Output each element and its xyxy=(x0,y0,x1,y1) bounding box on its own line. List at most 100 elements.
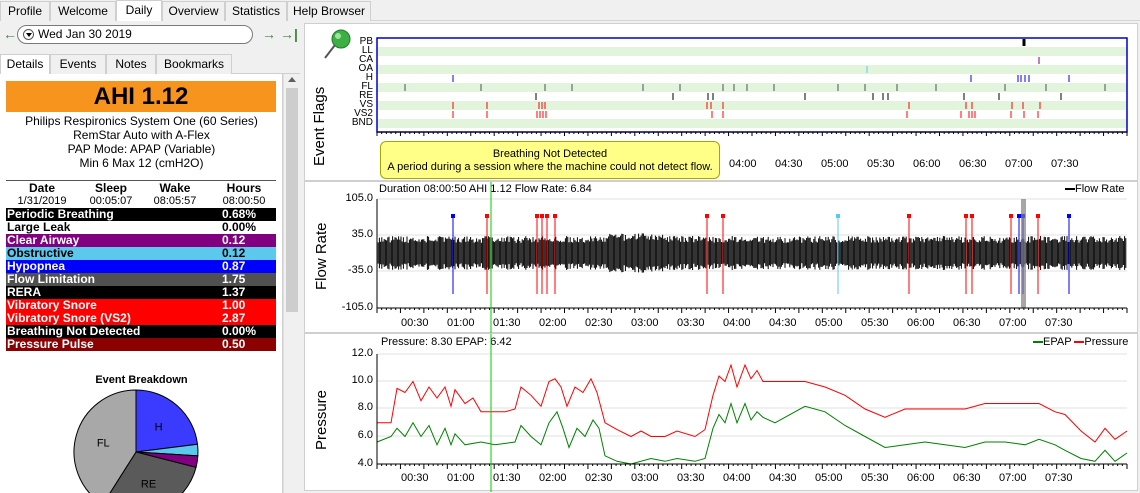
flow-event-marker xyxy=(553,214,557,218)
event-name: Vibratory Snore (VS2) xyxy=(7,311,131,325)
event-row[interactable]: Obstructive 0.12 xyxy=(6,247,276,260)
pressure-range: Min 6 Max 12 (cmH2O) xyxy=(79,156,204,170)
flag-row-band xyxy=(377,83,1127,92)
flow-event-marker xyxy=(1009,214,1013,218)
value-hours: 08:00:50 xyxy=(222,195,266,207)
pressure-x-tick-label: 00:30 xyxy=(401,472,429,484)
event-name: RERA xyxy=(7,285,42,299)
main-tab-bar: Profile Welcome Daily Overview Statistic… xyxy=(0,0,1140,22)
flow-rate-trace xyxy=(376,233,1127,273)
flow-rate-panel: Flow Rate Duration 08:00:50 AHI 1.12 Flo… xyxy=(304,181,1138,334)
event-row[interactable]: Clear Airway 0.12 xyxy=(6,234,276,247)
pressure-y-tick-label: 8.0 xyxy=(357,401,373,413)
event-row[interactable]: Breathing Not Detected 0.00% xyxy=(6,325,276,338)
event-value: 0.12 xyxy=(222,233,246,247)
device-model: RemStar Auto with A-Flex xyxy=(73,128,210,142)
value-sleep: 00:05:07 xyxy=(89,195,133,207)
event-row[interactable]: Hypopnea 0.87 xyxy=(6,260,276,273)
detail-tab-bar: Details Events Notes Bookmarks xyxy=(0,54,300,75)
event-flags-chart xyxy=(376,37,1128,136)
pie-slice-label: H xyxy=(155,421,163,433)
flow-event-marker xyxy=(705,214,709,218)
tab-notes[interactable]: Notes xyxy=(106,54,156,74)
ahi-banner: AHI 1.12 xyxy=(6,81,276,112)
tab-overview[interactable]: Overview xyxy=(162,1,225,21)
flag-row-band xyxy=(377,74,1127,83)
date-picker[interactable]: Wed Jan 30 2019 xyxy=(17,25,253,44)
event-row[interactable]: Vibratory Snore (VS2) 2.87 xyxy=(6,312,276,325)
event-value: 0.12 xyxy=(222,246,246,260)
next-day-arrow-icon[interactable]: → xyxy=(262,26,276,42)
flow-x-tick-label: 01:00 xyxy=(447,317,475,329)
event-value: 0.00% xyxy=(222,220,257,234)
flag-label-re: RE xyxy=(359,90,373,101)
scroll-up-icon[interactable] xyxy=(288,77,296,82)
pressure-x-tick-label: 06:30 xyxy=(953,472,981,484)
event-row[interactable]: Large Leak 0.00% xyxy=(6,221,276,234)
event-row[interactable]: Periodic Breathing 0.68% xyxy=(6,208,276,221)
flow-event-marker xyxy=(964,214,968,218)
flow-event-marker xyxy=(1067,214,1071,218)
event-row[interactable]: RERA 1.37 xyxy=(6,286,276,299)
pressure-y-tick-label: 4.0 xyxy=(357,457,373,469)
event-value: 0.50 xyxy=(222,337,246,351)
prev-day-arrow-icon[interactable]: ← xyxy=(3,26,17,42)
flow-event-marker xyxy=(1036,214,1040,218)
flag-row-band xyxy=(377,38,1127,47)
tooltip-text: A period during a session where the mach… xyxy=(387,161,713,173)
tab-profile[interactable]: Profile xyxy=(0,1,50,21)
session-summary: Date Sleep Wake Hours 1/31/2019 00:05:07… xyxy=(6,180,276,207)
device-name: Philips Respironics System One (60 Serie… xyxy=(25,114,258,128)
dropdown-icon[interactable] xyxy=(23,29,34,40)
tab-details[interactable]: Details xyxy=(0,54,50,75)
event-row[interactable]: Flow Limitation 1.75 xyxy=(6,273,276,286)
event-name: Large Leak xyxy=(7,220,71,234)
pressure-chart xyxy=(376,334,1128,492)
pressure-series-line xyxy=(377,363,1128,443)
flow-x-tick-label: 00:30 xyxy=(401,317,429,329)
pie-slice xyxy=(135,389,199,453)
tab-help-browser[interactable]: Help Browser xyxy=(287,1,371,21)
flow-event-marker xyxy=(485,214,489,218)
pushpin-icon[interactable] xyxy=(319,26,359,66)
tab-bookmarks[interactable]: Bookmarks xyxy=(156,54,232,74)
flow-x-tick-label: 03:00 xyxy=(631,317,659,329)
legend-pressure: Pressure xyxy=(1084,336,1129,348)
event-name: Obstructive xyxy=(7,246,74,260)
tab-daily[interactable]: Daily xyxy=(116,0,162,22)
scroll-thumb[interactable] xyxy=(286,88,298,312)
flow-selection-shade xyxy=(1021,199,1026,308)
tab-events[interactable]: Events xyxy=(50,54,106,74)
flags-x-tick-label: 07:30 xyxy=(1051,158,1079,170)
tab-statistics[interactable]: Statistics xyxy=(225,1,287,21)
flow-y-tick-label: -35.0 xyxy=(347,264,373,276)
flag-label-ca: CA xyxy=(359,54,373,65)
event-name: Flow Limitation xyxy=(7,272,95,286)
pie-slice xyxy=(109,451,197,493)
flag-label-oa: OA xyxy=(358,63,373,74)
event-value: 1.00 xyxy=(222,298,246,312)
event-value: 0.00% xyxy=(222,324,257,338)
details-scrollbar[interactable] xyxy=(283,74,300,493)
flow-event-marker xyxy=(451,214,455,218)
flow-event-marker xyxy=(1017,214,1021,218)
header-hours: Hours xyxy=(226,181,262,195)
flow-y-tick-label: -105.0 xyxy=(341,301,373,313)
event-name: Hypopnea xyxy=(7,259,66,273)
details-pane: AHI 1.12 Philips Respironics System One … xyxy=(0,74,283,493)
tab-welcome[interactable]: Welcome xyxy=(50,1,116,21)
pressure-y-tick-label: 6.0 xyxy=(357,429,373,441)
event-name: Clear Airway xyxy=(7,233,80,247)
flag-label-h: H xyxy=(365,72,373,83)
date-value: Wed Jan 30 2019 xyxy=(38,27,132,41)
flow-x-tick-label: 04:00 xyxy=(723,317,751,329)
flags-x-tick-label: 05:00 xyxy=(821,158,849,170)
flow-x-tick-label: 07:00 xyxy=(999,317,1027,329)
event-row[interactable]: Pressure Pulse 0.50 xyxy=(6,338,276,351)
pie-slice-label: RE xyxy=(141,479,156,491)
value-wake: 08:05:57 xyxy=(153,195,197,207)
pressure-x-tick-label: 04:00 xyxy=(723,472,751,484)
pie-slice-label: FL xyxy=(97,437,110,449)
last-day-arrow-icon[interactable]: →| xyxy=(280,26,298,42)
event-row[interactable]: Vibratory Snore 1.00 xyxy=(6,299,276,312)
